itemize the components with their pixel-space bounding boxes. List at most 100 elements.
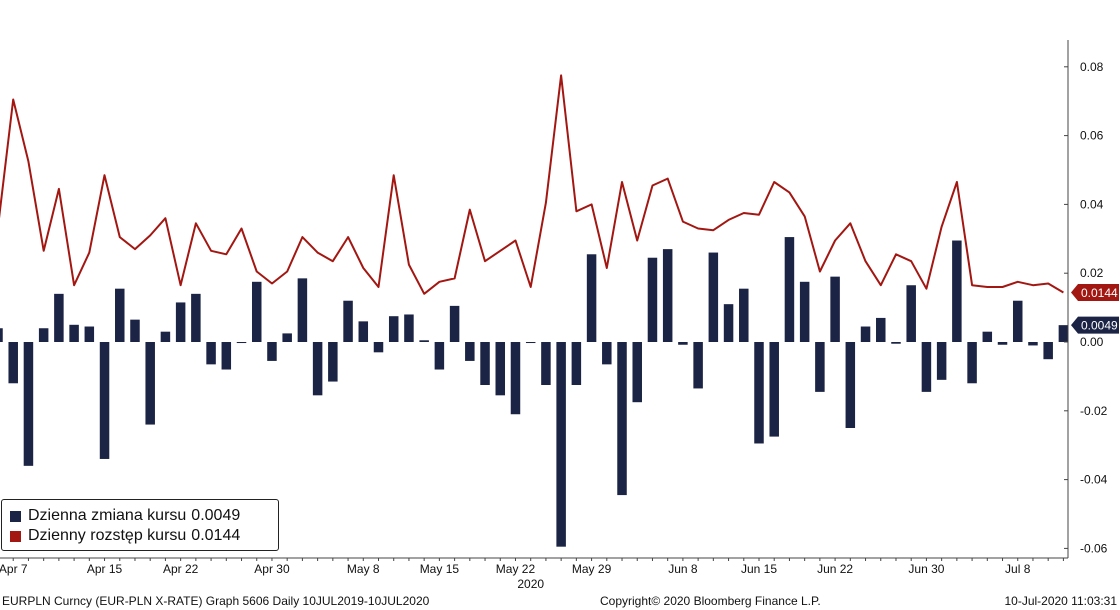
- bar: [723, 304, 734, 342]
- bar: [1012, 300, 1023, 342]
- legend: Dzienna zmiana kursu 0.0049 Dzienny rozs…: [1, 499, 279, 551]
- bar: [38, 328, 49, 342]
- bar: [465, 342, 475, 361]
- bar: [160, 331, 171, 342]
- bar: [251, 281, 262, 342]
- bar: [69, 324, 79, 342]
- x-tick-label: May 15: [420, 562, 460, 576]
- line-series: [0, 74, 1064, 295]
- bar: [449, 305, 460, 342]
- legend-label: Dzienna zmiana kursu: [28, 507, 187, 524]
- bar: [571, 342, 582, 385]
- x-tick-label: Jun 15: [741, 562, 777, 576]
- legend-label: Dzienny rozstęp kursu: [28, 527, 187, 544]
- bar: [586, 254, 597, 342]
- x-tick-label: Jun 8: [668, 562, 698, 576]
- bar-series: [0, 237, 1069, 547]
- bar: [876, 317, 886, 342]
- bar: [982, 331, 993, 342]
- bar: [191, 293, 201, 342]
- bar: [739, 288, 749, 342]
- bar: [997, 342, 1008, 345]
- last-value-tag: [1071, 283, 1119, 301]
- last-value-label: 0.0049: [1081, 319, 1118, 333]
- last-value-tag: [1071, 316, 1119, 334]
- y-tick-label: 0.04: [1080, 197, 1104, 211]
- bar: [221, 342, 232, 370]
- bar: [175, 302, 186, 342]
- x-tick-label: Jun 30: [908, 562, 944, 576]
- bar: [0, 328, 3, 342]
- bar: [799, 281, 810, 342]
- legend-value: 0.0049: [191, 507, 241, 524]
- bar: [312, 342, 323, 396]
- bar: [921, 342, 932, 392]
- legend-item-bar: Dzienna zmiana kursu 0.0049: [10, 506, 278, 526]
- bar: [815, 342, 825, 392]
- bar: [8, 342, 18, 384]
- bar: [678, 342, 688, 345]
- x-tick-label: Apr 30: [254, 562, 290, 576]
- bar: [388, 316, 399, 342]
- y-tick-label: 0.08: [1080, 60, 1104, 74]
- bar: [708, 252, 719, 342]
- footer-timestamp: 10-Jul-2020 11:03:31: [1004, 594, 1117, 608]
- bar: [952, 240, 962, 342]
- bar: [891, 342, 901, 344]
- bar: [906, 285, 916, 342]
- bar: [373, 342, 384, 353]
- bar: [358, 321, 369, 342]
- x-tick-label: May 8: [347, 562, 380, 576]
- bar: [99, 342, 110, 459]
- bar: [419, 340, 429, 342]
- bar: [830, 276, 840, 342]
- bar: [115, 288, 125, 342]
- x-tick-label: Apr 22: [163, 562, 199, 576]
- bar: [480, 342, 490, 385]
- bar: [297, 278, 308, 342]
- bar: [617, 342, 627, 496]
- footer-copyright: Copyright© 2020 Bloomberg Finance L.P.: [600, 594, 821, 608]
- bar: [23, 342, 34, 466]
- y-tick-label: -0.04: [1080, 473, 1108, 487]
- bar: [206, 342, 216, 365]
- last-value-tags: 0.0049 0.0144: [1071, 283, 1119, 334]
- bar: [404, 314, 414, 342]
- bar: [662, 249, 673, 342]
- y-tick-label: 0.06: [1080, 129, 1104, 143]
- bar: [1028, 342, 1038, 346]
- bar: [434, 342, 445, 370]
- bar: [267, 342, 277, 361]
- range-line: [0, 74, 1064, 295]
- bar: [647, 257, 658, 342]
- bar: [1043, 342, 1053, 360]
- bar: [754, 342, 764, 444]
- bar: [328, 342, 338, 382]
- bar: [602, 342, 612, 365]
- y-tick-label: 0.00: [1080, 335, 1104, 349]
- bar: [541, 342, 551, 385]
- legend-item-line: Dzienny rozstęp kursu 0.0144: [10, 526, 278, 546]
- x-year-label: 2020: [517, 577, 544, 591]
- last-value-label: 0.0144: [1081, 286, 1118, 300]
- bar: [282, 333, 292, 342]
- bar: [54, 293, 64, 342]
- legend-value: 0.0144: [191, 527, 241, 544]
- bar: [130, 319, 140, 342]
- bar: [510, 342, 521, 415]
- x-tick-label: Jun 22: [817, 562, 853, 576]
- bar: [145, 342, 155, 425]
- y-axis: 0.08 0.06 0.04 0.02 0.00 -0.02 -0.04 -0.06: [1064, 40, 1108, 558]
- y-tick-label: 0.02: [1080, 266, 1104, 280]
- x-tick-label: May 22: [496, 562, 536, 576]
- footer-security: EURPLN Curncy (EUR-PLN X-RATE) Graph 560…: [2, 594, 430, 608]
- x-axis: Apr 7 Apr 15 Apr 22 Apr 30 May 8 May 15 May 22…: [0, 557, 1068, 591]
- y-tick-label: -0.02: [1080, 404, 1108, 418]
- bar: [784, 237, 795, 342]
- bar: [936, 342, 947, 380]
- bar: [967, 342, 977, 384]
- x-tick-label: May 29: [572, 562, 612, 576]
- bar: [525, 342, 536, 344]
- bar: [1058, 325, 1069, 342]
